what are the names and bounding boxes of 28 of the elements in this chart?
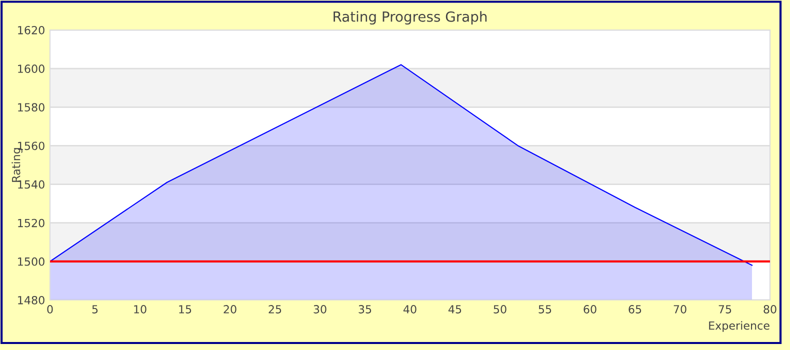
y-axis-title: Rating [12,148,22,182]
x-tick-label: 80 [764,305,776,314]
x-tick-label: 65 [628,305,642,314]
x-tick-label: 15 [179,305,192,314]
x-tick-label: 50 [494,305,506,314]
y-tick-label: 1560 [18,142,44,150]
x-tick-label: 40 [403,305,416,314]
x-tick-label: 25 [268,305,282,314]
x-axis-title: Experience [709,321,770,332]
x-tick-label: 75 [718,305,732,314]
y-tick-label: 1600 [18,64,44,73]
x-tick-label: 60 [584,305,596,314]
y-tick-label: 1620 [18,26,44,34]
x-tick-label: 55 [538,305,552,314]
x-tick-label: 35 [358,305,372,314]
y-tick-label: 1480 [18,296,44,304]
x-tick-label: 10 [134,305,146,314]
x-tick-label: 0 [47,305,53,314]
y-tick-label: 1580 [18,103,44,112]
y-tick-label: 1500 [18,257,44,266]
x-tick-label: 30 [314,305,326,314]
x-tick-label: 5 [92,305,98,314]
y-tick-label: 1520 [18,218,44,228]
x-tick-label: 20 [224,305,236,314]
chart-title: Rating Progress Graph [334,11,487,25]
x-tick-label: 45 [448,305,462,314]
y-tick-label: 1540 [18,180,44,189]
x-tick-label: 70 [674,305,686,314]
